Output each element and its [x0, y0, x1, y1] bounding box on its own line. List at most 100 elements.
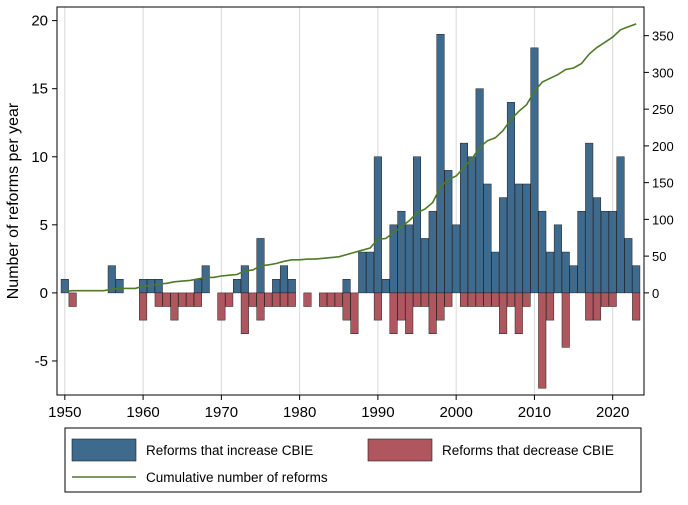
increase-bar	[483, 183, 492, 294]
increase-bar	[585, 142, 594, 294]
decrease-bar	[287, 292, 296, 307]
decrease-bar	[272, 292, 281, 307]
y2-tick-label: 300	[652, 65, 674, 80]
x-tick-label: 2000	[439, 404, 472, 421]
increase-bar	[491, 251, 500, 294]
y2-tick-label: 350	[652, 29, 674, 44]
increase-bar	[506, 102, 515, 294]
decrease-bar	[139, 292, 148, 321]
y-tick-label: 10	[31, 149, 48, 166]
increase-bar	[616, 156, 625, 294]
increase-bar	[397, 210, 406, 294]
legend-label-decrease: Reforms that decrease CBIE	[442, 443, 614, 458]
decrease-bar	[600, 292, 609, 307]
increase-bar	[358, 251, 367, 294]
decrease-bar	[436, 292, 445, 321]
decrease-bar	[475, 292, 484, 307]
axes-layer: 1950 1960 1970 1980 1990 2000 2010 2020-5051015…	[31, 13, 673, 421]
increase-bar	[538, 210, 547, 294]
decrease-bar	[413, 292, 422, 307]
decrease-bar	[162, 292, 171, 307]
decrease-bar	[397, 292, 406, 321]
increase-bar	[600, 210, 609, 294]
increase-bar	[279, 265, 288, 294]
increase-bar	[272, 279, 281, 294]
y2-tick-label: 250	[652, 102, 674, 117]
decrease-bar	[264, 292, 273, 307]
increase-bar	[115, 279, 124, 294]
decrease-bar	[342, 292, 351, 321]
legend-swatch-decrease	[367, 438, 433, 462]
decrease-bar	[514, 292, 523, 334]
decrease-bar	[154, 292, 163, 307]
y-tick-label: 20	[31, 13, 48, 30]
increase-bar	[60, 279, 69, 294]
decrease-bar	[225, 292, 234, 307]
decrease-bar	[585, 292, 594, 321]
increase-bar	[522, 183, 531, 294]
y-tick-label: 0	[40, 285, 48, 302]
x-tick-label: 1990	[361, 404, 394, 421]
x-tick-label: 1970	[205, 404, 238, 421]
increase-bar	[546, 251, 555, 294]
increase-bar	[287, 279, 296, 294]
x-tick-label: 1950	[48, 404, 81, 421]
increase-bar	[366, 251, 375, 294]
increase-bar	[436, 33, 445, 294]
y2-tick-label: 50	[652, 249, 666, 264]
decrease-bar	[546, 292, 555, 321]
x-tick-label: 1980	[283, 404, 316, 421]
decrease-bar	[632, 292, 641, 321]
decrease-bar	[428, 292, 437, 334]
increase-bar	[452, 224, 461, 294]
y2-tick-label: 100	[652, 212, 674, 227]
increase-bar	[553, 224, 562, 294]
decrease-bar	[389, 292, 398, 334]
decrease-bar	[334, 292, 343, 307]
x-tick-label: 1960	[126, 404, 159, 421]
increase-bar	[240, 265, 249, 294]
legend-label-increase: Reforms that increase CBIE	[146, 443, 313, 458]
line-layer	[64, 23, 637, 293]
increase-bar	[233, 279, 242, 294]
decrease-bar	[350, 292, 359, 334]
y-tick-label: -5	[35, 353, 48, 370]
increase-bar	[405, 224, 414, 294]
increase-bar	[499, 197, 508, 294]
increase-bar	[342, 279, 351, 294]
decrease-bar	[256, 292, 265, 321]
decrease-bar	[240, 292, 249, 334]
decrease-bar	[217, 292, 226, 321]
decrease-bar	[303, 292, 312, 307]
decrease-bar	[593, 292, 602, 321]
decrease-bar	[186, 292, 195, 307]
increase-bar	[154, 279, 163, 294]
plot-frame	[56, 6, 645, 396]
increase-bar	[413, 156, 422, 294]
decrease-bar	[499, 292, 508, 334]
increase-bar	[428, 210, 437, 294]
increase-bar	[632, 265, 641, 294]
increase-bar	[444, 170, 453, 294]
increase-bar	[373, 156, 382, 294]
decrease-bar	[491, 292, 500, 307]
decrease-bar	[459, 292, 468, 307]
increase-bar	[593, 197, 602, 294]
increase-bar	[420, 238, 429, 294]
decrease-bar	[444, 292, 453, 307]
decrease-bar	[483, 292, 492, 307]
y-axis-title: Number of reforms per year	[5, 102, 22, 299]
increase-bar	[530, 47, 539, 294]
y-tick-label: 5	[40, 217, 48, 234]
decrease-bar	[405, 292, 414, 334]
legend-label-cumulative: Cumulative number of reforms	[146, 470, 328, 485]
increase-bar	[193, 279, 202, 294]
decrease-bar	[279, 292, 288, 307]
increase-bar	[608, 210, 617, 294]
increase-bar	[514, 183, 523, 294]
cumulative-line	[64, 23, 637, 293]
decrease-bar	[538, 292, 547, 389]
increase-bar	[107, 265, 116, 294]
decrease-bar	[326, 292, 335, 307]
decrease-bar	[178, 292, 187, 307]
